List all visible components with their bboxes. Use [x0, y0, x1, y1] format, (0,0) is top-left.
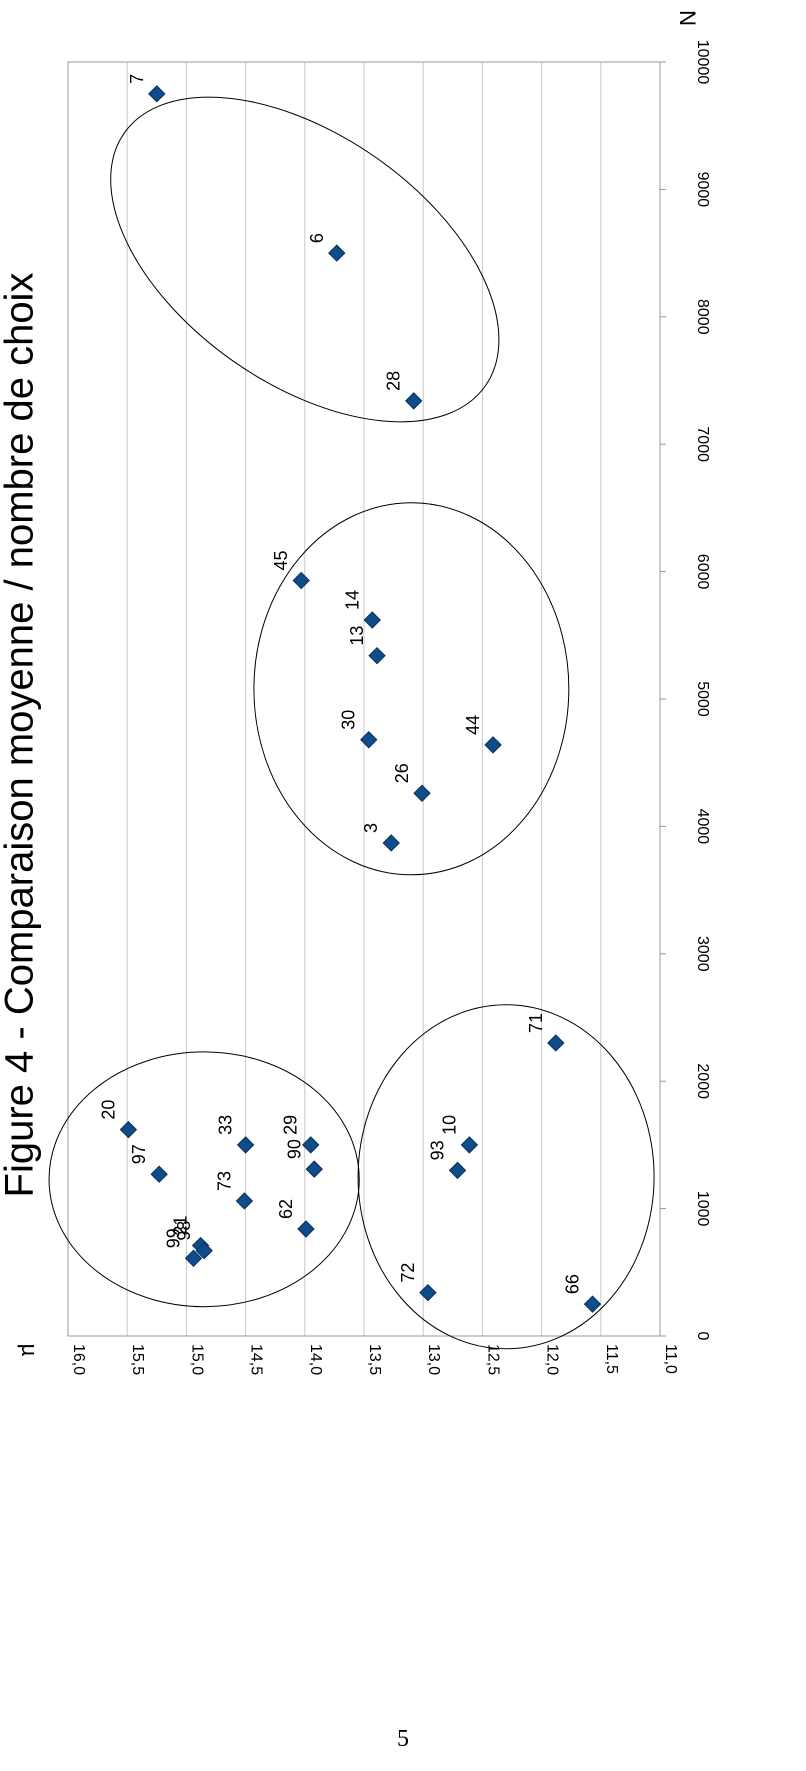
- y-tick-label: 13,5: [366, 1344, 383, 1375]
- y-tick-label: 14,5: [248, 1344, 265, 1375]
- data-point-label: 45: [271, 550, 291, 570]
- data-point-marker: [419, 1283, 437, 1302]
- data-point-label: 30: [339, 710, 359, 730]
- data-point-label: 44: [463, 715, 483, 735]
- data-point-marker: [368, 646, 386, 665]
- data-point-label: 90: [284, 1139, 304, 1159]
- x-tick-label: 2000: [694, 1063, 711, 1099]
- data-point-label: 13: [347, 626, 367, 646]
- data-point-marker: [148, 85, 166, 103]
- data-point-label: 7: [127, 74, 147, 84]
- data-point-label: 6: [307, 233, 327, 243]
- data-point-label: 93: [428, 1140, 448, 1160]
- y-tick-label: 11,0: [662, 1344, 679, 1374]
- data-point-marker: [405, 392, 423, 410]
- y-tick-label: 11,5: [603, 1344, 620, 1374]
- data-point-label: 98: [174, 1221, 194, 1241]
- data-point-marker: [235, 1192, 254, 1210]
- y-tick-label: 12,0: [544, 1344, 561, 1375]
- y-tick-label: 15,0: [188, 1344, 205, 1375]
- cluster-ellipse: [253, 502, 570, 876]
- y-tick-label: 12,5: [484, 1344, 501, 1375]
- data-point-label: 10: [439, 1115, 459, 1135]
- data-point-label: 97: [129, 1144, 149, 1164]
- data-point-marker: [460, 1136, 479, 1154]
- cluster-ellipses: [48, 96, 655, 1350]
- y-tick-label: 15,5: [129, 1344, 146, 1375]
- cluster-ellipse: [48, 1051, 360, 1308]
- data-point-marker: [302, 1136, 320, 1154]
- cluster-ellipse: [357, 1004, 655, 1350]
- data-point-marker: [119, 1120, 138, 1139]
- x-tick-label: 7000: [694, 426, 711, 462]
- data-point-marker: [547, 1034, 565, 1052]
- data-point-label: 71: [526, 1013, 546, 1033]
- data-point-label: 73: [214, 1171, 234, 1191]
- x-tick-label: 0: [694, 1332, 711, 1341]
- x-tick-label: 5000: [694, 681, 711, 717]
- data-point-marker: [305, 1160, 323, 1178]
- data-point-label: 21: [171, 1216, 191, 1236]
- data-point-marker: [195, 1241, 213, 1260]
- data-point-label: 3: [361, 823, 381, 833]
- data-point-marker: [150, 1165, 168, 1183]
- data-point-marker: [360, 731, 378, 749]
- x-tick-label: 10000: [694, 40, 711, 85]
- page-number: 5: [397, 1726, 409, 1752]
- data-point-marker: [236, 1136, 255, 1154]
- data-point-label: 72: [398, 1263, 418, 1283]
- cluster-ellipse: [110, 96, 500, 423]
- y-tick-label: 14,0: [307, 1344, 324, 1375]
- x-tick-label: 1000: [694, 1191, 711, 1227]
- data-point-marker: [413, 784, 431, 802]
- data-point-label: 20: [98, 1100, 118, 1120]
- x-tick-label: 8000: [694, 299, 711, 335]
- data-point-marker: [184, 1249, 203, 1267]
- data-point-label: 28: [384, 371, 404, 391]
- gridlines: [67, 62, 661, 1336]
- x-tick-label: 3000: [694, 936, 711, 972]
- x-axis-title: N: [675, 10, 700, 26]
- x-tick-label: 4000: [694, 809, 711, 845]
- x-tick-label: 9000: [694, 172, 711, 208]
- data-point-label: 66: [563, 1274, 583, 1294]
- data-point-marker: [292, 571, 310, 590]
- data-point-marker: [382, 834, 400, 852]
- data-point-label: 26: [392, 763, 412, 783]
- y-tick-label: 16,0: [70, 1344, 87, 1375]
- data-points: 7 6 28 45 14 13 30 44 26 3 71 20 29 33 10 97 93 90 73 62 219…: [98, 74, 602, 1313]
- chart-title: Figure 4 - Comparaison moyenne / nombre …: [0, 273, 42, 1198]
- data-point-marker: [484, 736, 502, 754]
- data-point-marker: [448, 1161, 467, 1180]
- data-point-label: 14: [342, 590, 362, 610]
- data-point-marker: [363, 611, 381, 629]
- x-tick-label: 6000: [694, 554, 711, 590]
- y-tick-label: 13,0: [425, 1344, 442, 1375]
- y-axis-title: µ: [17, 1344, 42, 1357]
- axis-ticks: 11,0 11,5 12,0 12,5 13,0 13,5 14,0 14,5 15,0 15,5…: [70, 40, 711, 1375]
- data-point-marker: [583, 1295, 602, 1313]
- data-point-label: 62: [276, 1199, 296, 1219]
- data-point-marker: [328, 244, 346, 262]
- data-point-label: 29: [281, 1115, 301, 1135]
- data-point-label: 99: [164, 1228, 184, 1248]
- data-point-label: 33: [216, 1115, 236, 1135]
- data-point-marker: [297, 1220, 315, 1238]
